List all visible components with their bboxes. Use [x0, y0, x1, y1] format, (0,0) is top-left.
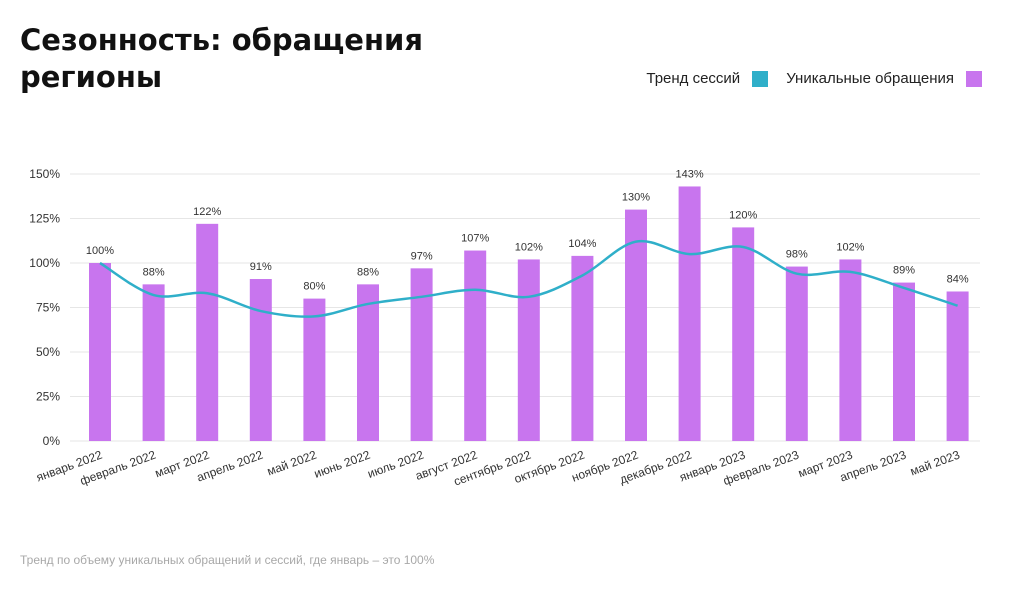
- bar: [732, 227, 755, 441]
- bar-value-label: 88%: [143, 266, 165, 278]
- bar-value-label: 98%: [786, 249, 808, 261]
- bar-value-label: 107%: [461, 233, 489, 245]
- bar-value-label: 104%: [568, 238, 596, 250]
- bar-value-label: 97%: [411, 250, 433, 262]
- bar-value-label: 88%: [357, 266, 379, 278]
- bar-value-label: 89%: [893, 265, 915, 277]
- bar-value-label: 143%: [676, 168, 704, 180]
- bar-value-label: 91%: [250, 261, 272, 273]
- legend-swatch-sessions-trend: [752, 70, 769, 87]
- bar: [678, 186, 701, 441]
- bar: [625, 209, 647, 441]
- bar: [893, 282, 915, 441]
- bar: [946, 291, 969, 441]
- chart-title-line-1: Сезонность: обращения: [20, 23, 423, 57]
- bar-value-label: 102%: [836, 241, 864, 253]
- y-tick-label: 125%: [29, 212, 60, 226]
- bar-value-label: 122%: [193, 206, 221, 218]
- chart-legend: Тренд сессий Уникальные обращения: [628, 70, 982, 87]
- bar: [357, 284, 379, 441]
- bar: [517, 259, 540, 441]
- bar-value-label: 80%: [303, 281, 325, 293]
- legend-item-sessions-trend: Тренд сессий: [646, 70, 769, 87]
- legend-label-unique-requests: Уникальные обращения: [786, 70, 954, 87]
- x-tick-label: июнь 2022: [312, 448, 372, 481]
- y-tick-label: 100%: [29, 256, 60, 270]
- bar: [89, 263, 111, 441]
- bar-value-label: 120%: [729, 209, 757, 221]
- legend-label-sessions-trend: Тренд сессий: [646, 70, 741, 87]
- y-tick-label: 50%: [36, 345, 60, 359]
- bar-value-label: 102%: [515, 241, 543, 253]
- bar: [571, 255, 594, 441]
- chart-title: Сезонность: обращения регионы: [20, 22, 423, 96]
- y-tick-label: 25%: [36, 390, 60, 404]
- bar: [410, 268, 433, 441]
- bar: [303, 298, 326, 441]
- chart-title-line-2: регионы: [20, 60, 163, 94]
- y-tick-label: 0%: [43, 434, 61, 448]
- x-tick-label: май 2023: [908, 448, 962, 479]
- x-tick-label: май 2022: [265, 448, 319, 479]
- legend-swatch-unique-requests: [966, 70, 982, 87]
- bar-value-label: 100%: [86, 245, 114, 257]
- bar: [464, 250, 487, 441]
- bar: [839, 259, 862, 441]
- y-tick-label: 75%: [36, 301, 60, 315]
- chart-footnote: Тренд по объему уникальных обращений и с…: [20, 553, 435, 567]
- sessions-trend-line: [99, 239, 958, 318]
- bar-value-label: 130%: [622, 192, 650, 204]
- bar: [142, 284, 165, 441]
- bar: [785, 266, 808, 441]
- legend-item-unique-requests: Уникальные обращения: [786, 70, 982, 87]
- y-tick-label: 150%: [29, 167, 60, 181]
- bar-value-label: 84%: [947, 273, 969, 285]
- bar: [196, 223, 219, 441]
- bar: [249, 279, 272, 441]
